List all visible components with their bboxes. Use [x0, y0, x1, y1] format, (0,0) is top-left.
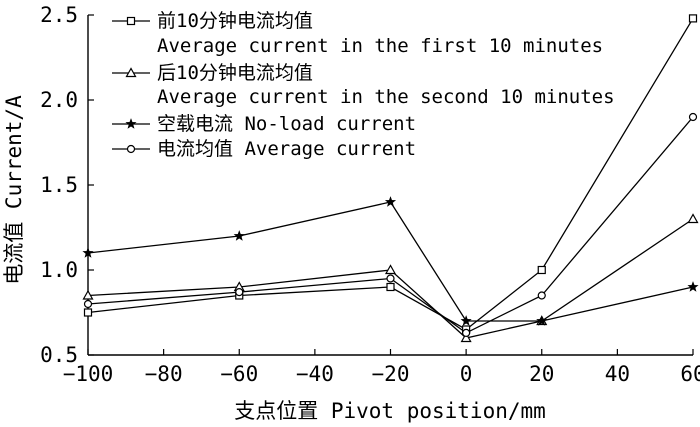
- data-point-first-10min: [688, 14, 698, 23]
- data-point-average: [386, 274, 395, 283]
- series-line-first-10min: [87, 18, 694, 331]
- data-point-average: [83, 299, 93, 309]
- y-tick-labels: 0.5 1.0 1.5 2.0 2.5: [40, 3, 78, 367]
- x-tick-label: −20: [372, 362, 410, 386]
- x-tick-label: −40: [296, 362, 334, 386]
- legend-label-average: 电流均值 Average current: [157, 138, 416, 160]
- data-point-no-load: [687, 281, 699, 292]
- legend-label-first-en: Average current in the first 10 minutes: [157, 35, 603, 57]
- data-point-average: [537, 291, 546, 300]
- series-no-load: [82, 196, 699, 326]
- series-line-average: [87, 116, 694, 334]
- y-tick-label: 2.5: [40, 3, 78, 27]
- data-point-first-10min: [83, 308, 93, 317]
- data-point-second-10min: [687, 213, 699, 224]
- data-point-no-load: [384, 196, 397, 207]
- data-point-no-load: [460, 315, 472, 326]
- x-tick-label: 60: [680, 362, 700, 386]
- x-tick-label: −80: [145, 362, 183, 386]
- x-tick-label: 40: [605, 362, 630, 386]
- series-line-no-load: [87, 201, 694, 322]
- x-tick-label: 0: [460, 362, 473, 386]
- data-point-average: [235, 288, 244, 297]
- data-point-second-10min: [384, 264, 397, 275]
- ticks: [87, 14, 694, 356]
- data-point-no-load: [536, 315, 548, 326]
- data-point-no-load: [233, 230, 245, 241]
- series-average: [83, 112, 698, 337]
- y-tick-label: 0.5: [40, 343, 78, 367]
- x-tick-label: −60: [220, 362, 258, 386]
- x-tick-label: 20: [529, 362, 554, 386]
- legend-marker-no-load: [125, 118, 137, 129]
- x-axis-title: 支点位置 Pivot position/mm: [234, 399, 546, 423]
- x-tick-label: −100: [63, 362, 114, 386]
- data-point-first-10min: [537, 265, 546, 275]
- series-line-second-10min: [87, 218, 694, 339]
- legend-label-noload: 空载电流 No-load current: [157, 113, 416, 135]
- legend-marker-second-10min: [125, 67, 137, 78]
- legend-marker-average: [126, 144, 136, 154]
- data-point-second-10min: [460, 332, 472, 343]
- legend-label-second-en: Average current in the second 10 minutes: [157, 86, 615, 108]
- legend-label-second-cn: 后10分钟电流均值: [157, 62, 313, 84]
- data-point-second-10min: [82, 289, 94, 300]
- y-axis-title: 电流值 Current/A: [2, 95, 26, 285]
- legend-label-first-cn: 前10分钟电流均值: [157, 10, 313, 32]
- y-tick-label: 2.0: [40, 88, 78, 112]
- data-point-average: [688, 112, 698, 122]
- legend: 前10分钟电流均值 Average current in the first 1…: [112, 10, 615, 160]
- legend-marker-first-10min: [126, 16, 136, 26]
- x-tick-labels: −100 −80 −60 −40 −20 0 20 40 60: [63, 362, 700, 386]
- data-point-average: [462, 328, 471, 337]
- data-point-first-10min: [386, 282, 395, 292]
- y-tick-label: 1.5: [40, 173, 78, 197]
- series-group: [82, 14, 699, 343]
- y-tick-label: 1.0: [40, 258, 78, 282]
- data-point-no-load: [82, 247, 94, 258]
